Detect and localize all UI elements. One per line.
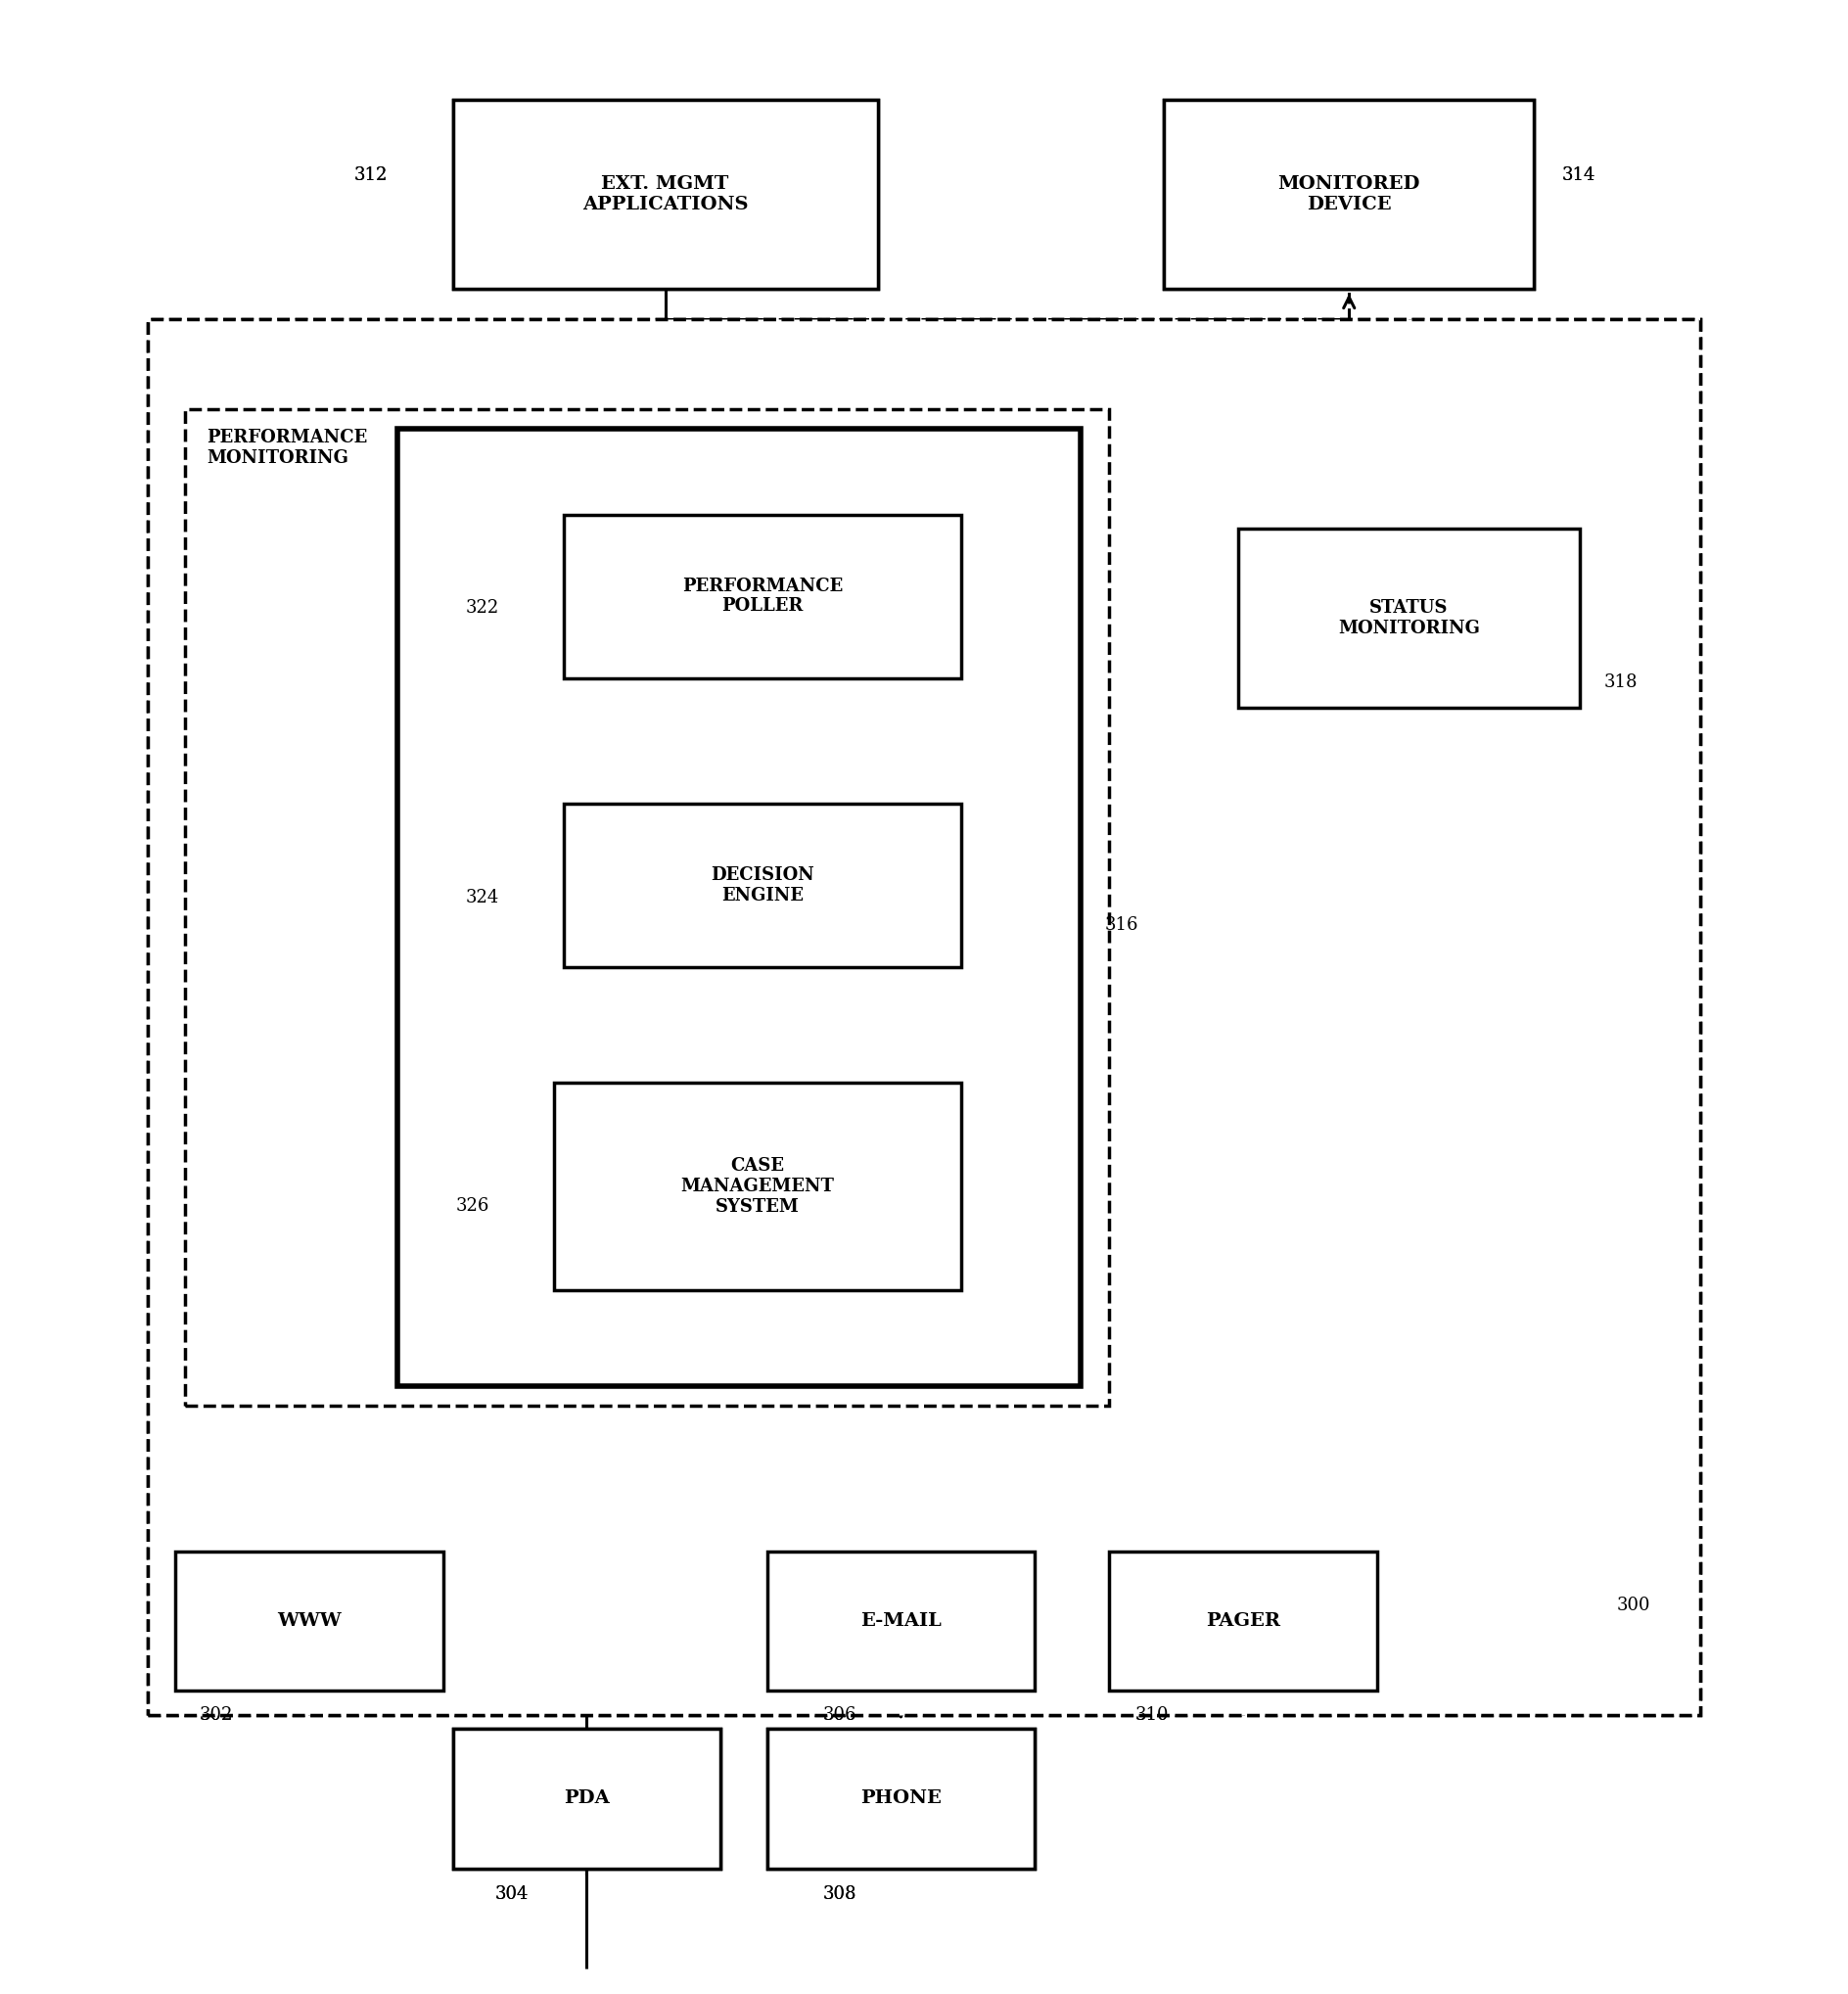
FancyBboxPatch shape [564,804,961,967]
Text: 302: 302 [200,1707,233,1723]
FancyBboxPatch shape [148,319,1700,1715]
Text: 306: 306 [822,1707,856,1723]
Text: WWW: WWW [277,1613,342,1629]
Text: MONITORED
DEVICE: MONITORED DEVICE [1277,175,1421,213]
FancyBboxPatch shape [1164,100,1534,289]
Text: 318: 318 [1604,674,1637,690]
Text: CASE
MANAGEMENT
SYSTEM: CASE MANAGEMENT SYSTEM [680,1157,835,1216]
Text: PDA: PDA [564,1791,610,1807]
Text: 304: 304 [495,1886,529,1902]
FancyBboxPatch shape [453,1729,721,1868]
FancyBboxPatch shape [453,1729,721,1868]
FancyBboxPatch shape [185,409,1109,1406]
Text: STATUS
MONITORING: STATUS MONITORING [1338,598,1480,638]
Text: CASE
MANAGEMENT
SYSTEM: CASE MANAGEMENT SYSTEM [680,1157,835,1216]
FancyBboxPatch shape [397,429,1081,1386]
FancyBboxPatch shape [148,319,1700,1715]
FancyBboxPatch shape [1238,528,1580,708]
FancyBboxPatch shape [1238,528,1580,708]
Text: 306: 306 [822,1707,856,1723]
Text: 310: 310 [1135,1707,1168,1723]
FancyBboxPatch shape [767,1729,1035,1868]
Text: WWW: WWW [277,1613,342,1629]
Text: PERFORMANCE
MONITORING: PERFORMANCE MONITORING [207,429,368,467]
Text: 322: 322 [466,600,499,616]
Text: 314: 314 [1562,167,1595,183]
FancyBboxPatch shape [1109,1551,1377,1691]
Text: 300: 300 [1617,1597,1650,1613]
FancyBboxPatch shape [564,514,961,678]
Text: 308: 308 [822,1886,856,1902]
Text: PAGER: PAGER [1205,1613,1281,1629]
Text: MONITORED
DEVICE: MONITORED DEVICE [1277,175,1421,213]
Text: 308: 308 [822,1886,856,1902]
FancyBboxPatch shape [453,100,878,289]
Text: E-MAIL: E-MAIL [861,1613,941,1629]
Text: PDA: PDA [564,1791,610,1807]
FancyBboxPatch shape [554,1083,961,1290]
FancyBboxPatch shape [564,514,961,678]
Text: PAGER: PAGER [1205,1613,1281,1629]
Text: 310: 310 [1135,1707,1168,1723]
Text: 326: 326 [456,1198,490,1214]
Text: E-MAIL: E-MAIL [861,1613,941,1629]
Text: 324: 324 [466,889,499,905]
FancyBboxPatch shape [767,1551,1035,1691]
FancyBboxPatch shape [1109,1551,1377,1691]
FancyBboxPatch shape [767,1729,1035,1868]
Text: PHONE: PHONE [861,1791,941,1807]
FancyBboxPatch shape [453,100,878,289]
Text: EXT. MGMT
APPLICATIONS: EXT. MGMT APPLICATIONS [582,175,748,213]
FancyBboxPatch shape [176,1551,444,1691]
Text: PHONE: PHONE [861,1791,941,1807]
Text: 324: 324 [466,889,499,905]
FancyBboxPatch shape [397,429,1081,1386]
Text: 304: 304 [495,1886,529,1902]
FancyBboxPatch shape [185,409,1109,1406]
Text: PERFORMANCE
POLLER: PERFORMANCE POLLER [682,576,843,616]
FancyBboxPatch shape [767,1551,1035,1691]
Text: DECISION
ENGINE: DECISION ENGINE [710,865,815,905]
Text: 318: 318 [1604,674,1637,690]
Text: 312: 312 [355,167,388,183]
Text: 302: 302 [200,1707,233,1723]
Text: 322: 322 [466,600,499,616]
Text: PERFORMANCE
POLLER: PERFORMANCE POLLER [682,576,843,616]
Text: DECISION
ENGINE: DECISION ENGINE [710,865,815,905]
Text: 326: 326 [456,1198,490,1214]
Text: 316: 316 [1105,917,1138,933]
Text: STATUS
MONITORING: STATUS MONITORING [1338,598,1480,638]
FancyBboxPatch shape [564,804,961,967]
Text: PERFORMANCE
MONITORING: PERFORMANCE MONITORING [207,429,368,467]
FancyBboxPatch shape [176,1551,444,1691]
FancyBboxPatch shape [554,1083,961,1290]
Text: EXT. MGMT
APPLICATIONS: EXT. MGMT APPLICATIONS [582,175,748,213]
Text: 300: 300 [1617,1597,1650,1613]
Text: 312: 312 [355,167,388,183]
Text: 314: 314 [1562,167,1595,183]
FancyBboxPatch shape [1164,100,1534,289]
Text: 316: 316 [1105,917,1138,933]
